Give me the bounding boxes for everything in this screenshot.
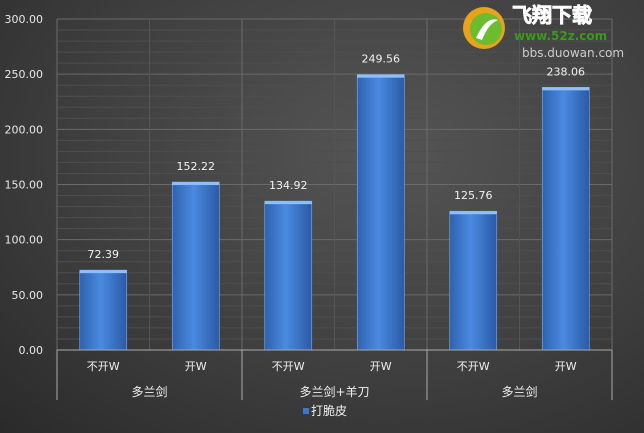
x-tick-label: 开W xyxy=(370,360,392,373)
bar xyxy=(79,269,128,351)
data-label: 152.22 xyxy=(177,160,216,173)
data-label: 238.06 xyxy=(547,65,586,78)
data-label: 125.76 xyxy=(454,189,493,202)
x-tick-label: 不开W xyxy=(87,360,120,373)
y-tick-label: 50.00 xyxy=(12,289,44,302)
x-tick-label: 不开W xyxy=(457,360,490,373)
y-tick-label: 100.00 xyxy=(5,234,44,247)
group-label: 多兰剑+羊刀 xyxy=(299,384,369,399)
bar xyxy=(171,181,220,351)
x-tick-label: 开W xyxy=(555,360,577,373)
group-label: 多兰剑 xyxy=(131,384,167,399)
bar-top xyxy=(172,182,220,186)
bar xyxy=(541,87,590,351)
x-tick-label: 开W xyxy=(185,360,207,373)
y-tick-label: 150.00 xyxy=(5,179,44,192)
bar xyxy=(356,74,405,351)
bar-top xyxy=(264,201,312,205)
bar-top xyxy=(357,74,405,78)
group-label: 多兰剑 xyxy=(501,384,537,399)
legend-label: 打脆皮 xyxy=(311,403,347,418)
watermark: 飞翔下载 www.52z.com bbs.duowan.com xyxy=(462,0,637,62)
y-tick-label: 0.00 xyxy=(19,344,44,357)
y-tick-label: 200.00 xyxy=(5,123,44,136)
y-tick-label: 250.00 xyxy=(5,68,44,81)
data-label: 134.92 xyxy=(269,179,308,192)
y-tick-label: 300.00 xyxy=(5,13,44,26)
bar-top xyxy=(542,87,590,91)
bar xyxy=(264,200,313,351)
legend-marker xyxy=(303,408,309,414)
x-tick-label: 不开W xyxy=(272,360,305,373)
bar xyxy=(449,210,498,351)
data-label: 72.39 xyxy=(88,248,120,261)
watermark-source: bbs.duowan.com xyxy=(522,46,624,60)
bar-top xyxy=(449,211,497,215)
bar-top xyxy=(79,270,127,274)
watermark-url: www.52z.com xyxy=(514,29,607,43)
data-label: 249.56 xyxy=(362,53,401,66)
watermark-brand: 飞翔下载 xyxy=(512,3,592,27)
